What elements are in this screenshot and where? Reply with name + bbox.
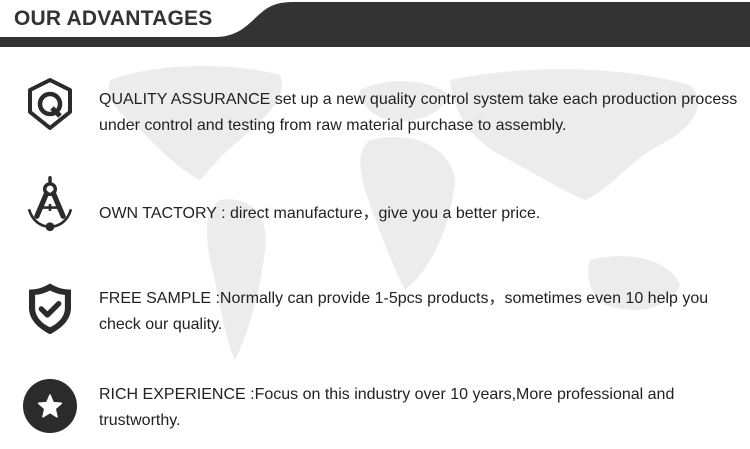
world-map-background	[109, 65, 699, 360]
star-circle-icon	[23, 379, 77, 433]
advantage-text: RICH EXPERIENCE :Focus on this industry …	[99, 386, 675, 429]
header-banner	[0, 2, 750, 47]
advantage-text: QUALITY ASSURANCE set up a new quality c…	[99, 91, 738, 134]
shield-check-icon	[29, 283, 71, 335]
shield-q-icon	[28, 78, 72, 130]
advantage-text: OWN TACTORY : direct manufacture，give yo…	[99, 205, 541, 222]
advantage-text: FREE SAMPLE :Normally can provide 1-5pcs…	[99, 290, 709, 333]
page-title: OUR ADVANTAGES	[14, 7, 213, 30]
compass-icon	[27, 176, 73, 232]
